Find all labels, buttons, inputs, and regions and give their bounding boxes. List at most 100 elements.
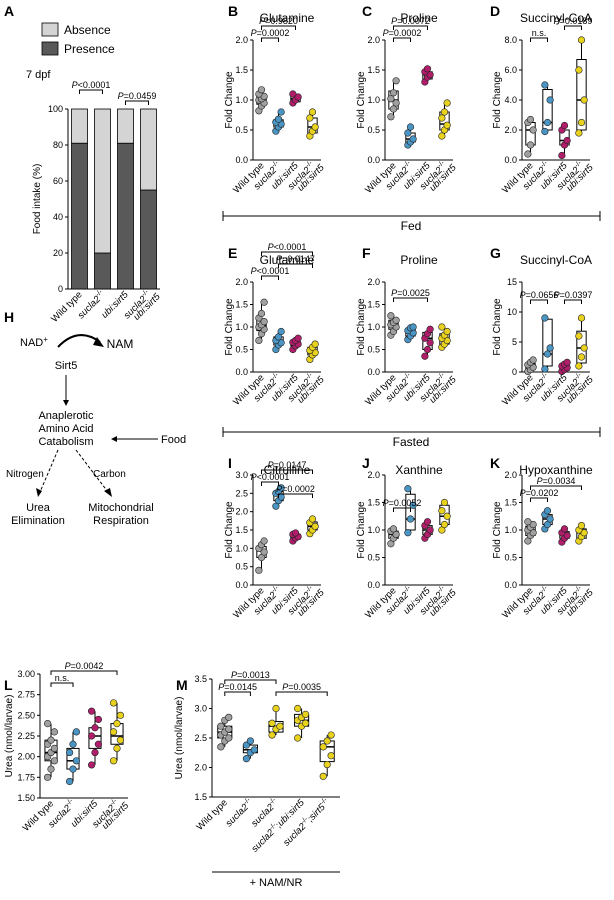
group-0 xyxy=(255,86,268,115)
data-point xyxy=(250,746,258,754)
data-point xyxy=(44,719,52,728)
y-tick-label: 2.0 xyxy=(235,35,248,45)
data-point xyxy=(88,707,96,715)
y-tick-label: 0.0 xyxy=(235,367,248,377)
group-1 xyxy=(404,485,417,537)
data-point xyxy=(277,327,285,336)
data-point xyxy=(404,129,412,137)
data-point xyxy=(268,731,276,739)
y-axis-label: Urea (nmol/larvae) xyxy=(174,697,185,780)
data-point xyxy=(409,135,417,143)
group-1 xyxy=(272,108,285,135)
group-1 xyxy=(66,728,80,786)
data-point xyxy=(294,734,302,742)
bracket-line xyxy=(50,670,118,675)
data-point xyxy=(306,114,314,122)
y-tick-label: 0.0 xyxy=(367,155,380,165)
data-point xyxy=(563,358,571,367)
p-value-label: n.s. xyxy=(55,673,70,683)
comparison-bracket: P<0.0001 xyxy=(251,472,289,486)
data-point xyxy=(575,66,583,74)
data-point xyxy=(260,537,268,545)
bracket-line xyxy=(530,485,582,490)
data-point xyxy=(274,115,283,123)
bracket-line xyxy=(278,493,313,498)
group-3 xyxy=(575,36,588,137)
y-tick-label: 2.5 xyxy=(235,488,248,498)
y-tick-label: 3.0 xyxy=(194,704,207,714)
data-point xyxy=(526,141,535,149)
group-2 xyxy=(558,525,571,546)
urea-line-2: Elimination xyxy=(11,515,65,527)
data-point xyxy=(94,740,102,748)
y-tick-label: 1.5 xyxy=(235,300,248,310)
panel-letter-j: J xyxy=(362,455,370,471)
p-value-label: P=0.0052 xyxy=(383,498,422,508)
group-3 xyxy=(438,323,451,351)
fasted-label: Fasted xyxy=(393,435,430,449)
mito-line-1: Mitochondrial xyxy=(88,502,153,514)
y-tick-label: 2.0 xyxy=(367,470,380,480)
p-value-label: P<0.0001 xyxy=(268,242,307,252)
data-point xyxy=(526,115,535,124)
comparison-bracket xyxy=(79,89,103,94)
panel-letter-a: A xyxy=(4,3,14,19)
data-point xyxy=(406,123,415,131)
y-tick-label: 1.0 xyxy=(235,322,248,332)
pathway-diagram: H NAD+ NAM Sirt5 Anaplerotic Amino Acid … xyxy=(4,309,186,527)
data-point xyxy=(311,340,319,348)
p-value-label: P=0.0072 xyxy=(391,16,430,26)
data-point xyxy=(392,77,400,85)
comparison-bracket: n.s. xyxy=(50,673,74,687)
data-point xyxy=(541,365,549,373)
y-tick-label: 0.5 xyxy=(367,553,380,563)
data-point xyxy=(443,512,451,520)
group-0 xyxy=(524,518,537,545)
comparison-bracket: P=0.0025 xyxy=(391,288,430,302)
y-axis-label: Fold Change xyxy=(224,501,235,559)
data-point xyxy=(440,498,449,507)
y-tick-label: 1.0 xyxy=(504,525,517,535)
data-point xyxy=(443,327,451,336)
y-axis-label: Fold Change xyxy=(224,298,235,356)
data-point xyxy=(438,132,446,140)
bracket-line xyxy=(261,37,279,42)
data-point xyxy=(50,757,58,765)
comparison-bracket: P=0.0202 xyxy=(520,488,558,502)
data-point xyxy=(546,515,554,523)
group-0 xyxy=(524,115,537,158)
data-point xyxy=(116,711,124,719)
data-point xyxy=(308,108,317,116)
nam-label: NAM xyxy=(107,337,134,351)
bracket-line xyxy=(393,297,428,302)
data-point xyxy=(257,86,266,94)
bracket-line xyxy=(278,263,313,268)
data-point xyxy=(543,350,552,358)
carbon-label: Carbon xyxy=(93,469,126,480)
chart-title: Xanthine xyxy=(395,463,443,477)
chart-title: Succinyl-CoA xyxy=(520,253,592,267)
y-tick-label: 3.5 xyxy=(194,674,207,684)
data-point xyxy=(66,777,74,786)
fed-label: Fed xyxy=(401,219,422,233)
data-point xyxy=(276,722,284,730)
p-value-label: P=0.0002 xyxy=(383,28,422,38)
data-point xyxy=(421,352,429,360)
panel-m: M 1.5 2.0 2.5 3.0 3.5 Urea (nmol/larvae) P=0.00… xyxy=(174,670,340,855)
y-tick-label: 0.0 xyxy=(235,155,248,165)
panel-letter-g: G xyxy=(490,245,501,261)
p-value-label: P=0.0147 xyxy=(268,460,307,470)
data-point xyxy=(113,719,121,728)
chart-title: Glutamine xyxy=(260,11,315,25)
panel-d: D Succinyl-CoA 0.0 2.0 4.0 6.0 8.0 Fold Change n… xyxy=(490,3,596,196)
p-value-label: P=0.0397 xyxy=(554,290,593,300)
y-tick-label: 0.0 xyxy=(504,580,517,590)
group-4 xyxy=(319,731,335,780)
group-3 xyxy=(575,314,588,370)
bracket-line xyxy=(261,469,313,474)
y-tick-label: 0.0 xyxy=(367,367,380,377)
panel-letter-l: L xyxy=(4,677,13,693)
data-point xyxy=(110,757,118,765)
data-point xyxy=(529,126,537,134)
